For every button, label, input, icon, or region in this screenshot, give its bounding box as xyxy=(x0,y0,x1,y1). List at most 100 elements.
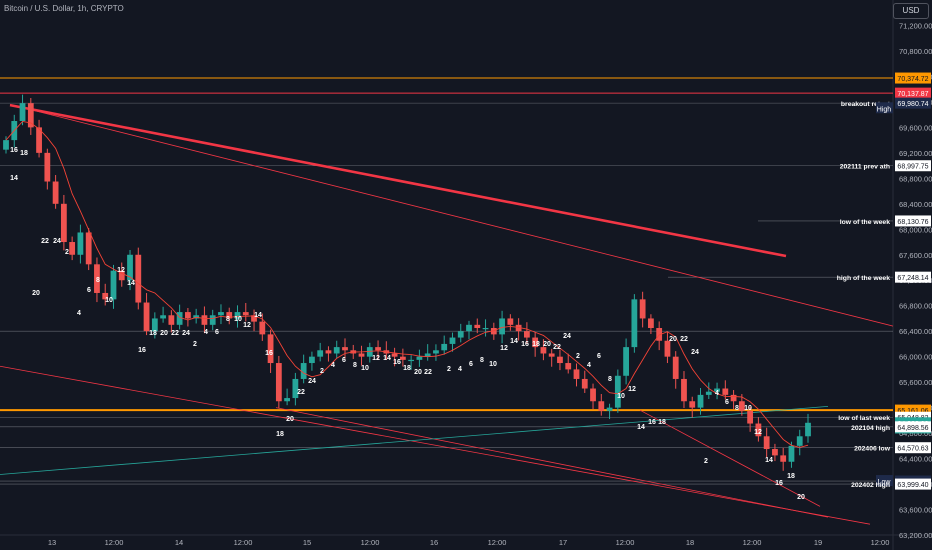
candle-body xyxy=(780,455,787,462)
candle-count-label: 14 xyxy=(10,175,18,182)
candle-count-label: 20 xyxy=(32,290,40,297)
price-tag xyxy=(895,271,931,283)
candle-count-label: 8 xyxy=(226,316,230,323)
candle-body xyxy=(27,103,34,128)
candle-body xyxy=(44,152,51,182)
y-tick-label: 68,800.00 xyxy=(899,174,932,183)
candle-body xyxy=(391,353,398,357)
candle-body xyxy=(127,254,133,281)
candle-body xyxy=(424,353,431,357)
candle-count-label: 24 xyxy=(691,349,699,356)
candle-body xyxy=(284,398,291,402)
candle-count-label: 20 xyxy=(797,494,805,501)
y-tick-label: 67,600.00 xyxy=(899,251,932,260)
candle-count-label: 22 xyxy=(680,336,688,343)
level-label: low of the week xyxy=(840,219,890,226)
level-tag xyxy=(876,475,893,487)
candle-body xyxy=(275,363,282,402)
candle-count-label: 12 xyxy=(372,355,380,362)
candle-body xyxy=(482,328,489,330)
price-tag-label: 68,997.75 xyxy=(897,164,928,171)
main-downtrend-line xyxy=(9,103,787,258)
price-tag-label: 65,161.06 xyxy=(897,408,928,415)
candle-body xyxy=(375,347,381,351)
price-tag xyxy=(895,215,931,227)
candle-body xyxy=(433,350,439,354)
candle-count-label: 18 xyxy=(658,419,666,426)
candle-count-label: 20 xyxy=(669,336,677,343)
mid-channel-line xyxy=(275,407,829,518)
candle-body xyxy=(507,318,514,325)
candle-count-label: 10 xyxy=(617,393,625,400)
candle-body xyxy=(160,315,166,319)
candle-body xyxy=(69,242,76,255)
level-label: high of the week xyxy=(837,275,890,282)
upper-channel-line xyxy=(9,104,894,327)
candle-body xyxy=(185,312,191,319)
candle-count-label: 12 xyxy=(117,267,125,274)
candle-body xyxy=(52,181,59,204)
candle-body xyxy=(705,391,712,395)
candle-count-label: 6 xyxy=(215,329,219,336)
candle-count-label: 24 xyxy=(308,378,316,385)
candle-count-label: 20 xyxy=(414,369,422,376)
level-tag xyxy=(876,102,893,114)
candle-body xyxy=(722,388,729,395)
candle-body xyxy=(201,315,208,325)
price-tag-label: 63,999.40 xyxy=(897,482,928,489)
candle-body xyxy=(581,378,588,389)
candle-count-label: 22 xyxy=(424,369,432,376)
candle-body xyxy=(772,449,778,456)
candle-count-label: 10 xyxy=(489,361,497,368)
x-tick-label: 14 xyxy=(175,538,183,547)
y-tick-label: 66,400.00 xyxy=(899,327,932,336)
x-tick-label: 13 xyxy=(48,538,56,547)
candle-body xyxy=(399,356,406,360)
price-tag xyxy=(895,404,931,416)
candle-count-label: 4 xyxy=(331,362,335,369)
candle-body xyxy=(598,401,605,411)
candle-count-label: 16 xyxy=(521,341,529,348)
candle-count-label: 14 xyxy=(510,338,518,345)
candle-body xyxy=(325,350,332,354)
candle-body xyxy=(85,232,92,265)
price-tag xyxy=(895,421,931,433)
candle-body xyxy=(19,103,26,122)
candle-count-label: 8 xyxy=(96,277,100,284)
currency-button[interactable]: USD xyxy=(893,3,929,19)
candle-count-label: 4 xyxy=(587,362,591,369)
y-tick-label: 65,600.00 xyxy=(899,378,932,387)
long-ma-line xyxy=(0,405,829,475)
candle-body xyxy=(218,312,224,316)
x-tick-label: 15 xyxy=(303,538,311,547)
candle-count-label: 18 xyxy=(532,341,540,348)
candle-count-label: 6 xyxy=(342,357,346,364)
candle-count-label: 10 xyxy=(744,405,752,412)
x-tick-label: 12:00 xyxy=(871,538,890,547)
level-label: Low xyxy=(878,479,892,486)
candle-count-label: 6 xyxy=(87,287,91,294)
price-tag-label: 67,248.14 xyxy=(897,275,928,282)
candle-count-label: 16 xyxy=(138,347,146,354)
candle-count-label: 2 xyxy=(576,353,580,360)
level-label: 202104 high xyxy=(851,425,890,432)
candle-body xyxy=(540,347,547,354)
candle-count-label: 2 xyxy=(447,366,451,373)
candle-body xyxy=(242,312,249,316)
candle-body xyxy=(333,347,340,354)
price-tag-label: 69,980.74 xyxy=(897,101,928,108)
candle-count-label: 8 xyxy=(735,405,739,412)
candle-body xyxy=(457,331,464,338)
candle-count-label: 10 xyxy=(234,316,242,323)
candle-count-label: 16 xyxy=(10,147,18,154)
candle-body xyxy=(697,394,704,408)
y-tick-label: 69,600.00 xyxy=(899,123,932,132)
candle-body xyxy=(631,299,638,348)
price-tag-label: 70,137.87 xyxy=(897,91,928,98)
candle-count-label: 4 xyxy=(77,310,81,317)
candle-body xyxy=(532,337,539,348)
price-tag xyxy=(895,87,931,99)
candle-body xyxy=(143,302,150,332)
candle-body xyxy=(358,353,365,357)
